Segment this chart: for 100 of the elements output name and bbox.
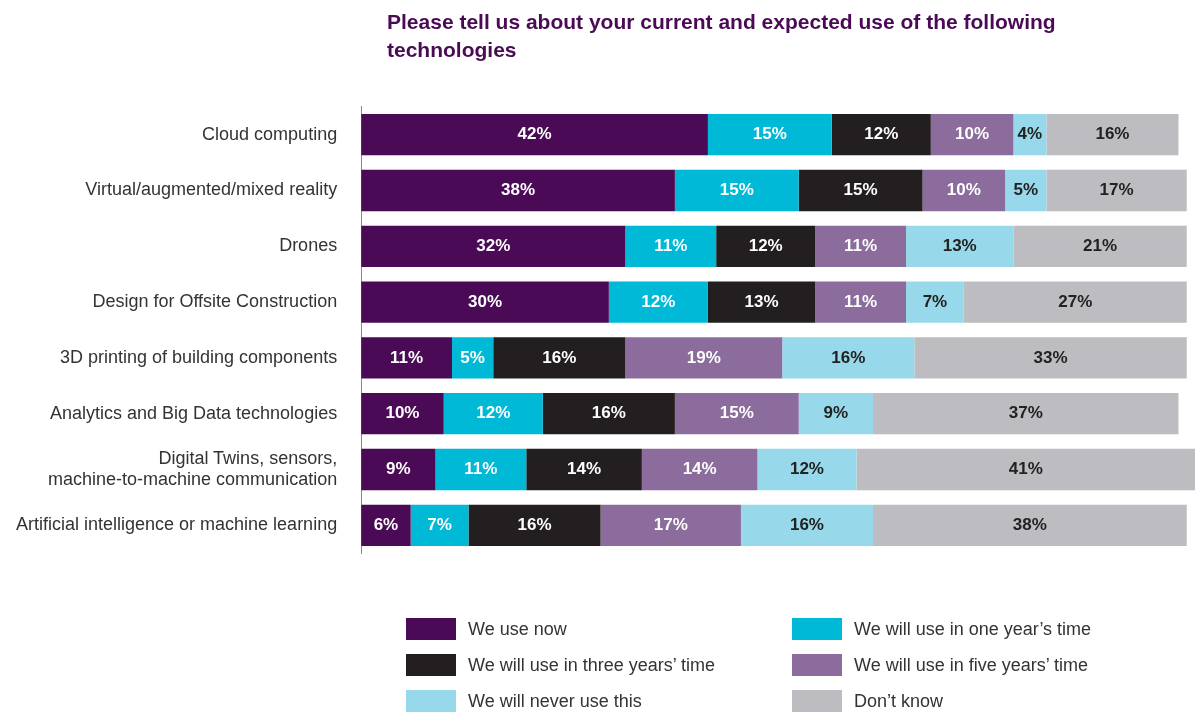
data-label: 12% [789, 459, 824, 479]
data-label: 14% [567, 459, 602, 479]
y-tick-label: Design for Offsite Construction [92, 291, 338, 312]
chart-title: Please tell us about your current and expected use of the following technologies [387, 9, 1057, 63]
legend-label: We will use in three years’ time [468, 654, 716, 676]
bar [906, 225, 1014, 267]
bar [707, 281, 816, 323]
y-tick-label: Digital Twins, sensors, machine-to-machine communication [48, 447, 338, 490]
bar [608, 281, 708, 323]
data-label: 32% [476, 235, 511, 255]
legend-label: We use now [468, 618, 567, 640]
bar [930, 114, 1014, 156]
y-tick-label: Virtual/augmented/mixed reality [85, 179, 338, 200]
bar [798, 169, 923, 212]
data-label: 10% [955, 124, 990, 144]
data-label: 17% [653, 514, 688, 534]
bar [914, 337, 1187, 379]
data-label: 12% [476, 403, 511, 423]
data-label: 15% [719, 403, 754, 423]
data-label: 10% [385, 403, 420, 423]
bar [542, 393, 675, 435]
data-label: 11% [464, 459, 498, 479]
data-label: 21% [1083, 235, 1118, 255]
bar [1046, 114, 1179, 156]
data-label: 16% [831, 347, 866, 367]
data-label: 6% [373, 514, 399, 534]
bar [906, 281, 964, 323]
data-label: 14% [682, 459, 717, 479]
data-label: 16% [789, 514, 824, 534]
data-label: 19% [686, 347, 721, 367]
data-label: 38% [501, 180, 536, 200]
bar [641, 448, 758, 491]
data-label: 13% [744, 291, 779, 311]
bar [361, 393, 444, 435]
data-label: 11% [844, 291, 878, 311]
bar [361, 114, 708, 156]
data-label: 33% [1033, 347, 1068, 367]
legend-label: We will use in five years’ time [854, 654, 1089, 676]
legend-label: We will use in one year’s time [854, 618, 1092, 640]
data-label: 15% [752, 124, 787, 144]
bar [922, 169, 1006, 212]
bar [740, 504, 874, 546]
bar [435, 448, 527, 491]
bar [707, 114, 832, 156]
data-label: 11% [844, 235, 878, 255]
data-label: 38% [1012, 514, 1047, 534]
y-tick-label: Artificial intelligence or machine learning [15, 514, 338, 535]
data-label: 12% [864, 124, 899, 144]
data-label: 5% [460, 347, 485, 367]
bar [757, 448, 857, 491]
bar [674, 393, 799, 435]
y-tick-label: Drones [279, 235, 338, 256]
bar [716, 225, 816, 267]
y-tick-label: Cloud computing [202, 123, 338, 144]
bar [526, 448, 642, 491]
data-label: 16% [1095, 124, 1130, 144]
bar [856, 448, 1195, 491]
bar [873, 393, 1179, 435]
bar [625, 225, 717, 267]
data-label: 27% [1058, 291, 1093, 311]
bar [625, 337, 783, 379]
bar [815, 225, 907, 267]
bar [361, 225, 626, 267]
bar [410, 504, 469, 546]
data-label: 4% [1017, 124, 1043, 144]
bar [468, 504, 601, 546]
bar [674, 169, 799, 212]
data-label: 13% [942, 235, 977, 255]
bar [361, 448, 436, 491]
data-label: 10% [946, 180, 981, 200]
bar [600, 504, 741, 546]
data-label: 12% [748, 235, 783, 255]
data-label: 15% [843, 180, 878, 200]
legend-label: We will never use this [468, 690, 642, 712]
bar [831, 114, 931, 156]
data-label: 7% [922, 291, 948, 311]
bar [361, 337, 452, 379]
data-label: 9% [823, 403, 849, 423]
data-label: 15% [719, 180, 754, 200]
data-label: 30% [467, 291, 503, 311]
data-label: 16% [542, 347, 577, 367]
bar [1013, 225, 1187, 267]
data-label: 17% [1099, 180, 1134, 200]
bar [361, 169, 675, 212]
y-tick-label: Analytics and Big Data technologies [49, 402, 338, 423]
bar [1046, 169, 1187, 212]
bar [493, 337, 626, 379]
y-tick-label: 3D printing of building components [59, 346, 338, 367]
data-label: 16% [517, 514, 552, 534]
data-label: 7% [427, 514, 452, 534]
data-label: 5% [1013, 180, 1039, 200]
data-label: 11% [654, 235, 688, 255]
legend-label: Don’t know [854, 690, 944, 712]
data-label: 11% [390, 347, 424, 367]
data-label: 9% [386, 459, 411, 479]
data-label: 16% [591, 403, 626, 423]
bar [361, 281, 609, 323]
bar [873, 504, 1187, 546]
data-label: 42% [517, 124, 552, 144]
bar [782, 337, 915, 379]
